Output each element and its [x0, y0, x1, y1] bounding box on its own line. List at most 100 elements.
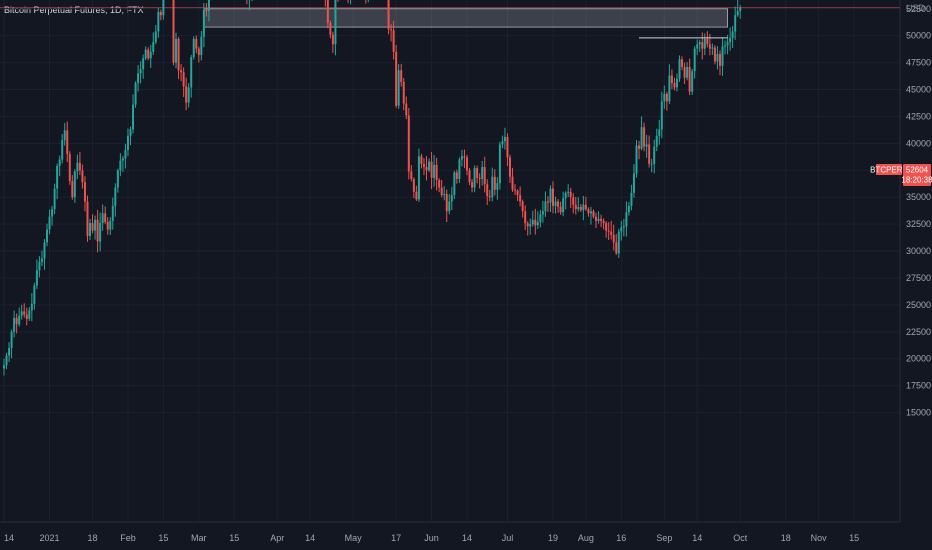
candle-body — [688, 66, 691, 92]
candle-body — [76, 162, 79, 172]
price-tick-label: 32500 — [906, 219, 931, 229]
symbol-badge — [876, 164, 902, 175]
candle-body — [569, 191, 572, 198]
time-tick-label: 16 — [616, 533, 626, 543]
price-tick-label: 22500 — [906, 327, 931, 337]
candle-body — [387, 0, 390, 30]
candle-body — [3, 365, 5, 369]
last-price-tag — [903, 164, 931, 186]
candle-body — [438, 179, 441, 188]
candle-body — [615, 242, 618, 254]
candle-body — [109, 220, 112, 230]
price-unit-label: USD — [906, 3, 926, 13]
resistance-zones[interactable] — [181, 0, 728, 28]
candle-body — [632, 173, 635, 193]
candle-body — [726, 42, 729, 46]
candle-body — [493, 176, 496, 190]
candle-body — [5, 355, 8, 366]
candle-body — [592, 211, 595, 217]
candle-body — [524, 211, 527, 224]
candle-body — [33, 285, 36, 304]
candle-body — [200, 36, 203, 56]
candle-body — [119, 160, 122, 171]
candle-body — [503, 136, 506, 142]
price-tick-label: 52500 — [906, 4, 931, 14]
candle-body — [622, 226, 625, 228]
candle-body — [698, 42, 701, 45]
time-tick-label: Aug — [578, 533, 594, 543]
candle-body — [481, 167, 484, 179]
candle-body — [473, 168, 476, 188]
candle-body — [595, 216, 598, 221]
candle-body — [488, 196, 491, 198]
candle-body — [630, 192, 633, 206]
candle-body — [483, 167, 486, 185]
candle-body — [154, 31, 157, 43]
candle-body — [559, 206, 562, 213]
time-tick-label: Sep — [656, 533, 672, 543]
candle-body — [465, 157, 468, 171]
candle-body — [713, 47, 716, 62]
candle-body — [468, 170, 471, 183]
candle-body — [678, 59, 681, 79]
candle-body — [693, 48, 696, 72]
candle-body — [673, 83, 676, 88]
candle-body — [395, 51, 398, 106]
candle-body — [390, 29, 393, 31]
candle-body — [655, 135, 658, 147]
time-axis[interactable]: 14 2021 18 Feb 15 Mar 15 Apr 14 May 17 Jun 14 Jul 19 Au… — [4, 533, 859, 543]
candle-body — [43, 242, 46, 259]
price-axis[interactable]: 15000 17500 20000 22500 25000 27500 30000 32500… — [906, 0, 931, 418]
candle-body — [645, 144, 648, 147]
candle-body — [410, 171, 413, 179]
candle-body — [53, 188, 56, 210]
candle-body — [58, 159, 61, 166]
candle-body — [501, 141, 504, 145]
candle-body — [691, 71, 694, 92]
candle-body — [663, 93, 666, 102]
candle-body — [721, 46, 724, 66]
candle-body — [68, 154, 71, 182]
candle-body — [625, 212, 628, 227]
time-tick-label: 19 — [548, 533, 558, 543]
candle-body — [546, 201, 549, 203]
candle-body — [463, 156, 466, 158]
candle-body — [101, 213, 104, 224]
candle-body — [589, 211, 592, 214]
gridlines — [0, 0, 900, 522]
candle-body — [20, 311, 23, 316]
candle-body — [94, 219, 97, 231]
candle-body — [430, 161, 433, 178]
time-tick-label: Apr — [270, 533, 284, 543]
candle-body — [175, 38, 178, 63]
candle-body — [99, 223, 102, 242]
candle-body — [46, 229, 49, 243]
candle-body — [400, 70, 403, 83]
candle-body — [142, 58, 145, 70]
candle-body — [195, 38, 198, 49]
candle-body — [25, 314, 28, 319]
candle-body — [486, 184, 489, 197]
price-badge: BTCPERP 52604 18:20:38 — [870, 164, 932, 186]
candle-body — [132, 104, 135, 130]
candle-body — [718, 54, 721, 66]
candle-body — [86, 201, 89, 236]
candle-body — [478, 177, 481, 179]
candle-body — [665, 93, 668, 102]
candle-body — [81, 170, 84, 183]
candle-body — [498, 144, 501, 184]
candle-body — [172, 0, 175, 63]
time-tick-label: Oct — [733, 533, 748, 543]
time-tick-label: 14 — [462, 533, 472, 543]
candle-body — [453, 172, 456, 196]
candle-body — [584, 204, 587, 210]
price-tick-label: 17500 — [906, 381, 931, 391]
candle-body — [415, 191, 418, 200]
price-tick-label: 30000 — [906, 246, 931, 256]
candle-body — [78, 162, 81, 171]
candle-body — [577, 206, 580, 210]
candle-body — [407, 115, 410, 172]
candle-body — [443, 193, 446, 196]
